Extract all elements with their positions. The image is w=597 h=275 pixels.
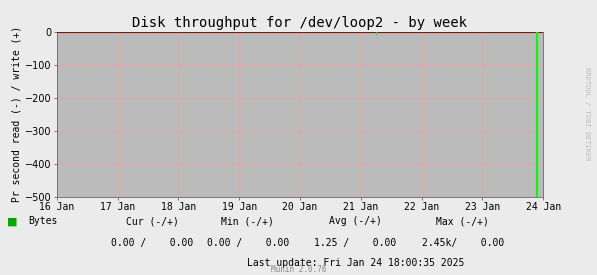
Text: 0.00 /    0.00: 0.00 / 0.00 [207, 238, 289, 248]
Y-axis label: Pr second read (-) / write (+): Pr second read (-) / write (+) [12, 26, 21, 202]
Text: Last update: Fri Jan 24 18:00:35 2025: Last update: Fri Jan 24 18:00:35 2025 [247, 258, 464, 268]
Text: 1.25 /    0.00: 1.25 / 0.00 [314, 238, 396, 248]
Text: Min (-/+): Min (-/+) [221, 216, 274, 226]
Text: ■: ■ [7, 216, 18, 226]
Text: RRDTOOL / TOBI OETIKER: RRDTOOL / TOBI OETIKER [584, 67, 590, 161]
Text: Avg (-/+): Avg (-/+) [329, 216, 381, 226]
Title: Disk throughput for /dev/loop2 - by week: Disk throughput for /dev/loop2 - by week [133, 16, 467, 31]
Text: Cur (-/+): Cur (-/+) [126, 216, 179, 226]
Text: Munin 2.0.76: Munin 2.0.76 [271, 265, 326, 274]
Text: Max (-/+): Max (-/+) [436, 216, 489, 226]
Text: 0.00 /    0.00: 0.00 / 0.00 [111, 238, 193, 248]
Text: Bytes: Bytes [29, 216, 58, 226]
Text: 2.45k/    0.00: 2.45k/ 0.00 [421, 238, 504, 248]
